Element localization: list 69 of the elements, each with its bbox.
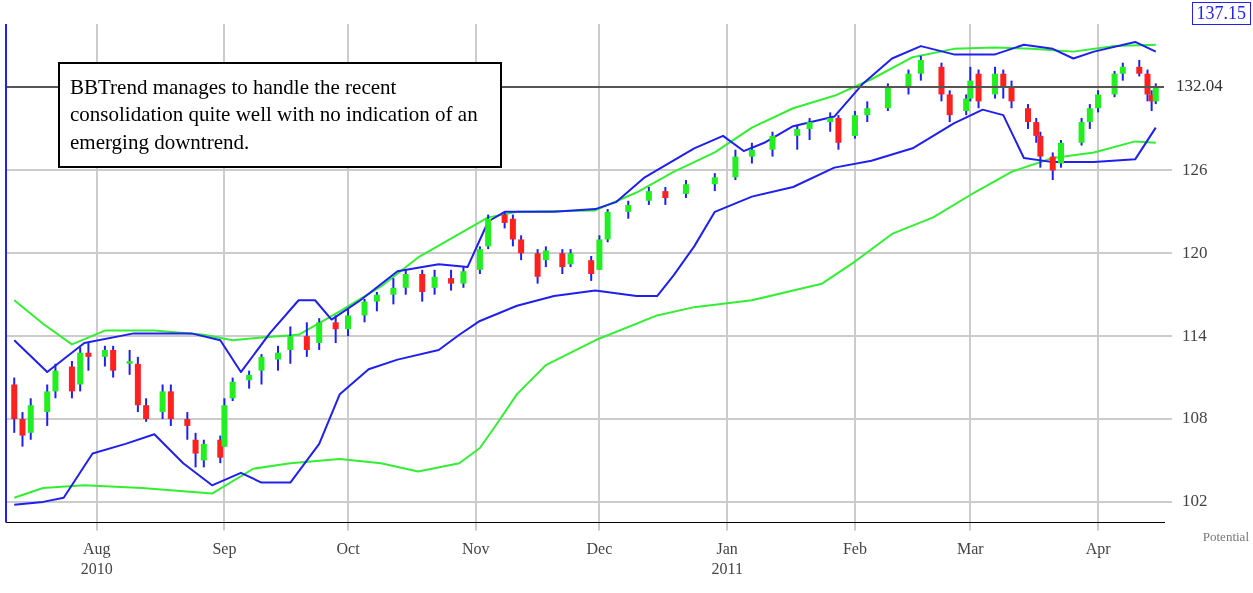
candlestick [316, 317, 323, 351]
candlestick [19, 411, 26, 448]
candlestick [101, 344, 108, 368]
candlestick [559, 248, 566, 275]
candlestick [476, 245, 483, 275]
candlestick [1057, 139, 1064, 169]
candlestick [258, 353, 265, 386]
candlestick [1086, 103, 1093, 130]
x-tick-label: Nov [462, 540, 490, 558]
candlestick [769, 130, 776, 158]
candlestick [794, 123, 801, 151]
candlestick [518, 234, 525, 262]
candlestick [1049, 151, 1056, 182]
candlestick [917, 54, 924, 82]
candlestick [44, 383, 51, 427]
candlestick [460, 266, 467, 289]
candlestick [419, 268, 426, 303]
text: Potential [1202, 529, 1249, 545]
candlestick [200, 438, 207, 469]
candlestick [827, 111, 834, 133]
x-tick-label: Oct [336, 540, 361, 558]
y-tick-label: 102 [1182, 491, 1208, 511]
candlestick [361, 297, 368, 324]
x-tick-label: Apr [1085, 540, 1112, 559]
candlestick [748, 141, 755, 165]
candlestick [390, 277, 397, 306]
candlestick [946, 89, 953, 124]
y-tick-label: 120 [1182, 242, 1208, 262]
ref-line-label: 132.04 [1176, 76, 1224, 96]
y-tick-label: 114 [1182, 325, 1208, 345]
x-tick-label: Feb [842, 540, 867, 558]
candlestick [1008, 79, 1015, 110]
candlestick [509, 213, 516, 248]
x-tick-label: Dec [586, 540, 613, 558]
x-tick-label: Sep [212, 540, 237, 559]
candlestick [534, 248, 541, 285]
candlestick [431, 268, 438, 296]
x-tick-label: Mar [956, 540, 985, 558]
y-tick-label: 108 [1182, 408, 1208, 428]
candlestick [851, 110, 858, 140]
candlestick [110, 344, 117, 379]
candlestick [542, 245, 549, 269]
x-tick-label: Jan 2011 [711, 540, 743, 577]
candlestick [192, 431, 199, 469]
candlestick [332, 314, 339, 345]
candlestick [1025, 103, 1032, 130]
candlestick [1095, 89, 1102, 114]
candlestick [864, 100, 871, 124]
candlestick [806, 116, 813, 142]
candlestick [373, 290, 380, 313]
text: 137.15 [1191, 2, 1251, 25]
candlestick [229, 376, 236, 403]
candlestick [159, 383, 166, 421]
candlestick [143, 397, 150, 423]
candlestick [884, 82, 891, 113]
candlestick [126, 348, 133, 376]
candlestick [1078, 116, 1085, 147]
candlestick [588, 255, 595, 282]
x-tick-label: Aug 2010 [80, 540, 113, 577]
candlestick [402, 268, 409, 296]
y-tick-label: 126 [1182, 159, 1208, 179]
candlestick [732, 148, 739, 182]
candlestick [184, 411, 191, 441]
candlestick [345, 307, 352, 338]
candlestick [448, 268, 455, 292]
candlestick [287, 325, 294, 365]
annotation: BBTrend manages to handle the recent consolidation quite well with no indication of an emerging downtrend. [58, 62, 502, 168]
candlestick [274, 344, 281, 372]
candlestick [303, 321, 310, 358]
